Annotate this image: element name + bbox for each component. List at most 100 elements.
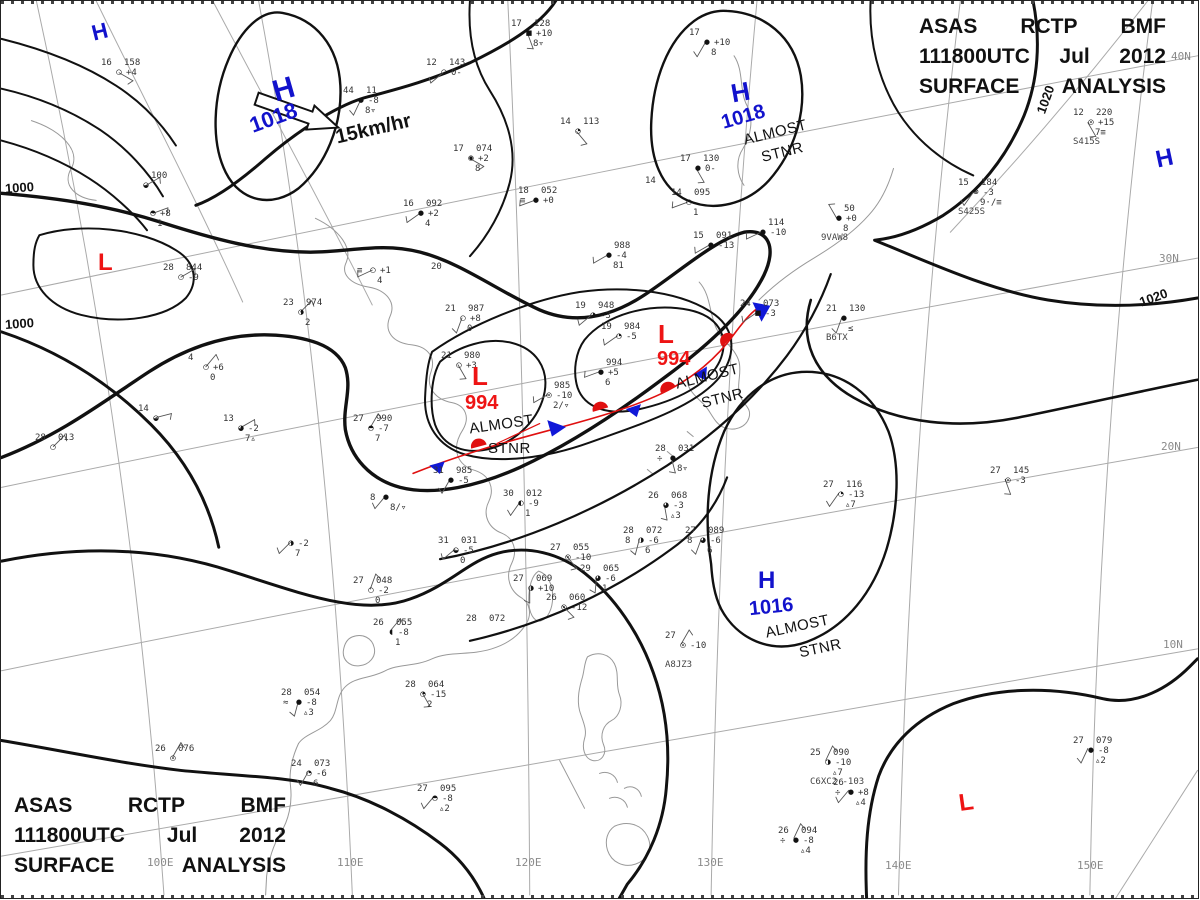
wind-barb-tick: [311, 300, 315, 307]
graticule-line: [949, 1, 1149, 233]
wind-barb: [152, 207, 169, 214]
title-block-top-right: ASAS RCTP BMF 111800UTC Jul 2012 SURFACE ANAL…: [919, 15, 1166, 105]
coastline: [599, 771, 642, 808]
wind-barb-tick: [669, 471, 676, 474]
wind-barb-tick: [589, 589, 596, 594]
wind-barb: [469, 158, 485, 167]
wind-barb-tick: [451, 328, 457, 334]
wind-barb-tick: [296, 779, 301, 786]
wind-barb-tick: [507, 509, 512, 516]
coastline: [298, 217, 530, 745]
graticule-line: [258, 1, 353, 896]
isobar: [574, 306, 725, 413]
wind-barb: [180, 268, 196, 278]
wind-barb: [963, 191, 974, 206]
stationary-front-line: [412, 305, 762, 475]
isobar: [438, 272, 832, 561]
wind-barb: [423, 795, 435, 810]
wind-barb: [634, 538, 640, 556]
bottom-edge-ticks: [1, 895, 1198, 898]
wind-barb: [430, 72, 444, 84]
wind-barb: [118, 72, 134, 82]
warm-front-symbol: [660, 381, 676, 393]
cold-front-symbol: [693, 366, 707, 381]
coastline: [733, 55, 752, 186]
title-line: ASAS RCTP BMF: [14, 794, 286, 817]
wind-barb: [663, 503, 668, 521]
movement-arrow-icon: [253, 91, 341, 131]
title-line: SURFACE ANALYSIS: [14, 854, 286, 877]
coastline: [559, 759, 586, 809]
wind-barb-tick: [523, 600, 531, 604]
graticule-line: [1, 447, 1198, 672]
wind-barb: [510, 501, 521, 516]
title-line: 111800UTC Jul 2012: [919, 45, 1166, 68]
wind-barb-tick: [1076, 757, 1082, 764]
wind-barb: [456, 317, 463, 334]
wind-barb-tick: [960, 199, 965, 206]
wind-barb-tick: [602, 338, 605, 346]
wind-barb: [172, 742, 182, 757]
wind-barb: [155, 413, 172, 419]
wind-barb: [603, 335, 618, 346]
graticule-line: [710, 1, 758, 896]
graticule-line: [35, 1, 165, 896]
wind-barb-tick: [800, 823, 805, 829]
wind-barb-tick: [349, 110, 354, 116]
isobar: [468, 476, 729, 642]
wind-barb-tick: [660, 518, 668, 521]
wind-barb: [457, 364, 467, 380]
wind-barb-tick: [372, 502, 376, 510]
wind-barb: [1087, 122, 1097, 137]
wind-barb-tick: [831, 328, 837, 334]
wind-barb: [406, 212, 421, 223]
wind-barb: [742, 312, 757, 323]
isobar: [1, 739, 486, 898]
wind-barb: [527, 33, 534, 50]
wind-barb-tick: [180, 742, 185, 749]
wind-barb: [594, 576, 597, 594]
wind-barb: [421, 692, 431, 707]
wind-barb: [566, 555, 578, 569]
wind-barb-tick: [832, 745, 837, 752]
graticule-line: [898, 1, 961, 896]
graticule-line: [1089, 1, 1154, 896]
wind-barb: [240, 419, 256, 429]
wind-barb: [696, 42, 706, 58]
wind-barb-tick: [215, 354, 220, 361]
wind-barb-tick: [438, 487, 443, 494]
isobar: [869, 1, 975, 177]
wind-barb: [389, 618, 401, 632]
wind-barb: [353, 100, 361, 116]
coastline: [528, 570, 554, 622]
isobar: [1, 330, 221, 549]
wind-barb: [694, 244, 710, 254]
wind-barb: [695, 538, 702, 555]
wind-barb-tick: [567, 616, 575, 620]
graticule-line: [1, 55, 1198, 296]
wind-barb-tick: [127, 80, 134, 85]
wind-barb: [680, 629, 690, 645]
wind-barb: [829, 492, 840, 507]
graticule-line: [1115, 769, 1198, 898]
wind-barb: [442, 548, 456, 560]
wind-barb: [374, 495, 386, 510]
graticule-line: [507, 1, 531, 896]
coastline: [605, 823, 651, 866]
isobar: [805, 298, 1198, 425]
wind-barb: [828, 203, 838, 219]
wind-barb: [835, 317, 843, 334]
wind-barb: [357, 269, 373, 278]
wind-barb-tick: [169, 413, 172, 420]
wind-barb: [578, 314, 592, 326]
wind-barb-tick: [289, 711, 295, 717]
wind-barb-tick: [580, 143, 588, 146]
wind-barb: [300, 770, 309, 786]
title-line: ASAS RCTP BMF: [919, 15, 1166, 38]
warm-front-symbol: [470, 438, 487, 449]
wind-barb: [293, 700, 299, 717]
wind-barb: [1004, 478, 1012, 495]
wind-barb-tick: [276, 547, 280, 554]
